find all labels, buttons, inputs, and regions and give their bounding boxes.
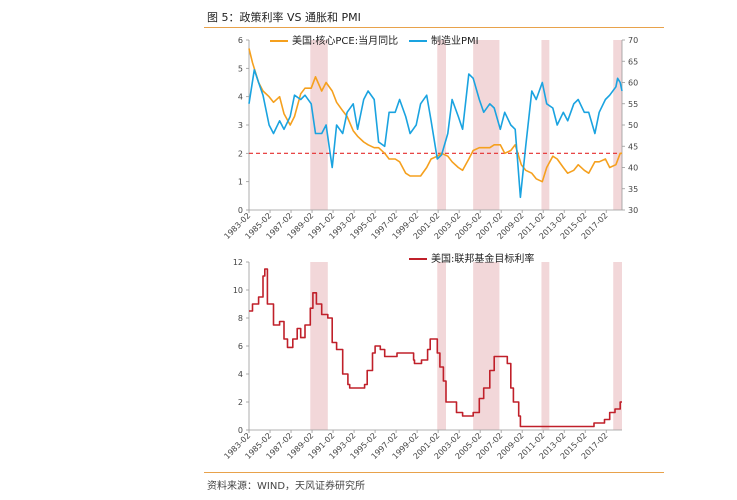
recession-band	[613, 262, 622, 430]
right-tick-label: 55	[628, 100, 638, 109]
left-tick-label: 6	[238, 36, 243, 45]
figure-title: 图 5：政策利率 VS 通胀和 PMI	[207, 11, 361, 24]
legend-label: 美国:核心PCE:当月同比	[292, 34, 398, 47]
left-tick-label: 3	[238, 121, 243, 130]
left-tick-label: 2	[238, 149, 243, 158]
recession-band	[613, 40, 622, 210]
recession-band	[310, 40, 328, 210]
right-tick-label: 70	[628, 36, 638, 45]
left-tick-label: 1	[238, 178, 243, 187]
recession-band	[541, 262, 550, 430]
legend-label: 美国:联邦基金目标利率	[431, 252, 534, 265]
source-rule	[204, 472, 664, 473]
series-line-fed-rate	[249, 268, 622, 428]
recession-band	[437, 40, 447, 210]
right-tick-label: 60	[628, 79, 638, 88]
recession-band	[541, 40, 550, 210]
right-tick-label: 35	[628, 185, 638, 194]
right-tick-label: 40	[628, 164, 638, 173]
left-tick-label: 0	[238, 426, 243, 435]
left-tick-label: 4	[238, 93, 243, 102]
recession-band	[310, 262, 328, 430]
right-tick-label: 65	[628, 57, 638, 66]
right-tick-label: 45	[628, 142, 638, 151]
recession-band	[473, 40, 500, 210]
left-tick-label: 2	[238, 398, 243, 407]
legend-label: 制造业PMI	[431, 34, 479, 47]
left-tick-label: 8	[238, 314, 243, 323]
left-tick-label: 6	[238, 342, 243, 351]
series-line-pmi	[248, 69, 623, 199]
right-tick-label: 50	[628, 121, 638, 130]
recession-band	[473, 262, 500, 430]
series-line-pce	[248, 48, 622, 183]
bottom-panel: 0246810121983-021985-021987-021989-02199…	[222, 252, 622, 461]
left-tick-label: 12	[233, 258, 243, 267]
left-tick-label: 0	[238, 206, 243, 215]
title-rule	[204, 27, 664, 28]
recession-band	[437, 262, 447, 430]
source-note: 资料来源：WIND，天风证券研究所	[207, 481, 366, 492]
right-tick-label: 30	[628, 206, 638, 215]
left-tick-label: 5	[238, 64, 243, 73]
top-panel: 01234563035404550556065701983-021985-021…	[222, 34, 638, 241]
left-tick-label: 10	[233, 286, 243, 295]
left-tick-label: 4	[238, 370, 243, 379]
